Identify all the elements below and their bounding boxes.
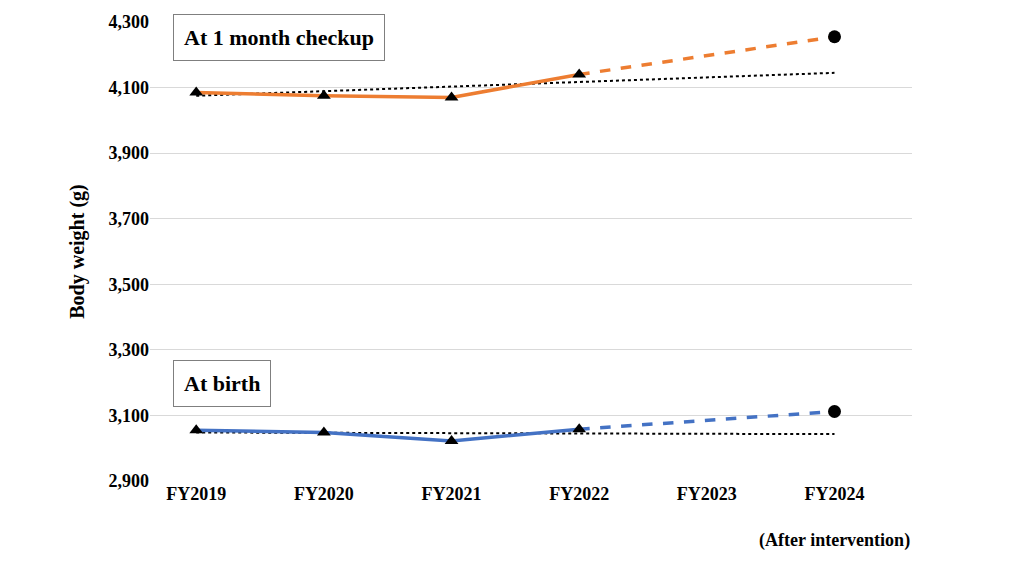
svg-text:FY2019: FY2019 <box>166 484 226 504</box>
svg-text:3,500: 3,500 <box>109 275 150 295</box>
svg-text:3,900: 3,900 <box>109 143 150 163</box>
svg-text:FY2021: FY2021 <box>422 484 482 504</box>
svg-text:FY2023: FY2023 <box>677 484 737 504</box>
svg-text:FY2024: FY2024 <box>805 484 865 504</box>
svg-text:4,300: 4,300 <box>109 12 150 32</box>
svg-text:At 1 month checkup: At 1 month checkup <box>184 25 374 50</box>
svg-text:3,100: 3,100 <box>109 406 150 426</box>
svg-text:3,300: 3,300 <box>109 340 150 360</box>
svg-text:(After intervention): (After intervention) <box>759 530 910 551</box>
svg-text:FY2020: FY2020 <box>294 484 354 504</box>
svg-text:At birth: At birth <box>184 371 260 396</box>
svg-text:3,700: 3,700 <box>109 209 150 229</box>
svg-text:Body weight (g): Body weight (g) <box>66 184 89 318</box>
svg-text:FY2022: FY2022 <box>549 484 609 504</box>
svg-text:4,100: 4,100 <box>109 78 150 98</box>
svg-text:2,900: 2,900 <box>109 471 150 491</box>
